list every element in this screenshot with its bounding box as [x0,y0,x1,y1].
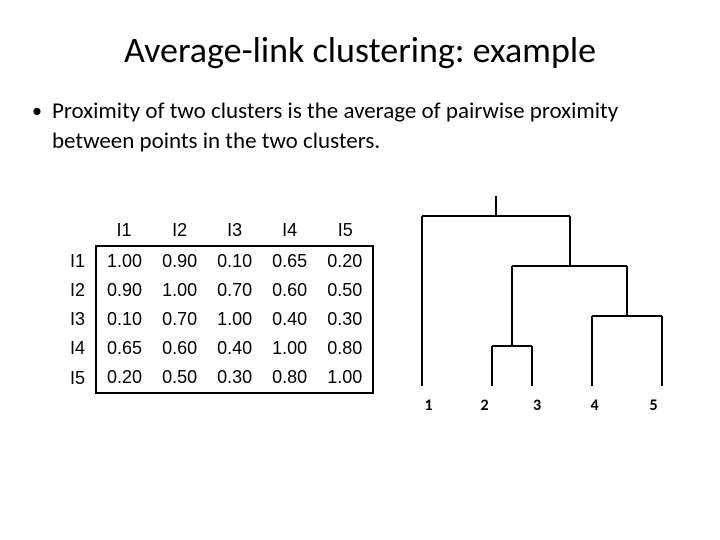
matrix-cell: 1.00 [317,363,373,393]
matrix-cell: 0.90 [96,276,152,305]
matrix-cell: 0.80 [317,334,373,363]
dendrogram-leaf-label: 4 [562,396,627,415]
matrix-cell: 1.00 [152,276,207,305]
matrix-cell: 1.00 [96,246,152,276]
matrix-cell: 0.70 [207,276,262,305]
matrix-cell: 0.40 [207,334,262,363]
matrix-cell: 1.00 [262,334,317,363]
matrix-cell: 0.10 [96,305,152,334]
matrix-row-header: I2 [60,276,96,305]
dendrogram-svg [400,196,680,396]
bullet-item: • Proximity of two clusters is the avera… [0,96,720,156]
matrix-col-header: I2 [152,216,207,246]
matrix-col-header: I4 [262,216,317,246]
matrix-col-header: I5 [317,216,373,246]
proximity-table: I1I2I3I4I5I11.000.900.100.650.20I20.901.… [60,216,374,394]
matrix-col-header: I3 [207,216,262,246]
matrix-cell: 0.20 [96,363,152,393]
matrix-cell: 0.60 [262,276,317,305]
matrix-cell: 0.50 [152,363,207,393]
matrix-corner [60,216,96,246]
bullet-text: Proximity of two clusters is the average… [52,96,680,156]
dendrogram-leaf-label: 5 [627,396,680,415]
matrix-cell: 0.30 [207,363,262,393]
proximity-matrix: I1I2I3I4I5I11.000.900.100.650.20I20.901.… [60,216,374,394]
dendrogram-leaf-label: 1 [400,396,457,415]
matrix-cell: 0.30 [317,305,373,334]
dendrogram [400,196,680,426]
matrix-cell: 0.65 [262,246,317,276]
matrix-cell: 1.00 [207,305,262,334]
matrix-cell: 0.60 [152,334,207,363]
matrix-cell: 0.80 [262,363,317,393]
bullet-marker: • [32,96,52,126]
matrix-cell: 0.10 [207,246,262,276]
dendrogram-leaf-label: 3 [512,396,562,415]
slide-title: Average-link clustering: example [0,0,720,96]
matrix-col-header: I1 [96,216,152,246]
dendrogram-leaf-labels: 12345 [400,396,680,415]
matrix-cell: 0.20 [317,246,373,276]
matrix-row-header: I4 [60,334,96,363]
matrix-cell: 0.70 [152,305,207,334]
matrix-row-header: I5 [60,363,96,393]
dendrogram-leaf-label: 2 [457,396,512,415]
matrix-row-header: I1 [60,246,96,276]
content-area: I1I2I3I4I5I11.000.900.100.650.20I20.901.… [0,196,720,456]
matrix-cell: 0.65 [96,334,152,363]
matrix-cell: 0.50 [317,276,373,305]
matrix-cell: 0.90 [152,246,207,276]
matrix-cell: 0.40 [262,305,317,334]
matrix-row-header: I3 [60,305,96,334]
